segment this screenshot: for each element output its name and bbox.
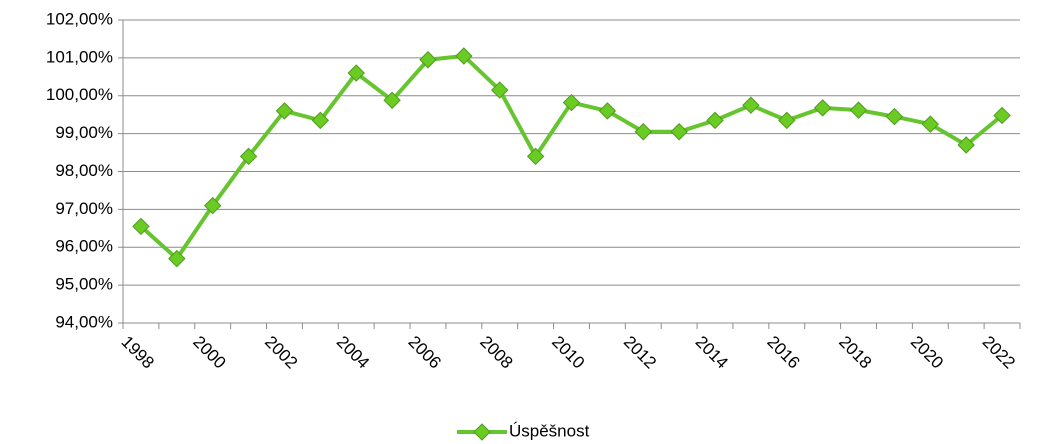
marker: [168, 249, 186, 268]
x-tick-label: 2012: [620, 332, 660, 372]
marker: [706, 111, 724, 130]
x-tick-label: 2016: [763, 332, 803, 372]
y-tick-label: 102,00%: [46, 9, 113, 28]
x-tick-label: 2002: [261, 332, 301, 372]
y-tick-label: 98,00%: [55, 161, 113, 180]
x-tick-label: 2008: [476, 332, 516, 372]
y-tick-label: 94,00%: [55, 312, 113, 331]
x-tick-label: 2010: [548, 332, 588, 372]
marker: [526, 147, 545, 166]
marker: [885, 107, 904, 126]
line: [139, 53, 1004, 261]
marker: [813, 99, 832, 117]
legend-marker: [473, 423, 491, 441]
y-tick-label: 100,00%: [46, 85, 113, 104]
marker: [419, 51, 437, 69]
marker: [239, 147, 258, 166]
marker: [598, 102, 617, 120]
marker: [203, 196, 222, 215]
x-tick-label: 1998: [118, 332, 158, 372]
marker: [491, 81, 509, 99]
marker: [311, 111, 330, 130]
x-tick-label: 2006: [405, 332, 445, 372]
marker: [347, 64, 365, 82]
x-tick-label: 2022: [979, 332, 1019, 372]
marker: [742, 96, 760, 114]
marker: [275, 102, 294, 120]
marker: [383, 91, 401, 110]
marker: [849, 101, 868, 119]
marker: [670, 123, 688, 141]
x-tick-label: 2014: [692, 332, 732, 372]
y-tick-label: 97,00%: [55, 199, 113, 218]
marker: [778, 111, 796, 130]
x-tick-label: 2000: [189, 332, 229, 372]
marker: [921, 115, 940, 133]
x-tick-label: 2018: [835, 332, 875, 372]
legend-label: Úspěšnost: [509, 421, 590, 440]
y-tick-label: 99,00%: [55, 123, 113, 142]
marker: [132, 217, 150, 236]
y-tick-label: 101,00%: [46, 47, 113, 66]
x-tick-label: 2004: [333, 332, 373, 372]
y-tick-label: 96,00%: [55, 237, 113, 256]
y-tick-label: 95,00%: [55, 275, 113, 294]
marker: [957, 136, 975, 154]
x-tick-label: 2020: [907, 332, 947, 372]
marker: [993, 106, 1011, 125]
marker: [634, 123, 652, 141]
marker: [455, 47, 473, 65]
marker: [562, 93, 581, 112]
